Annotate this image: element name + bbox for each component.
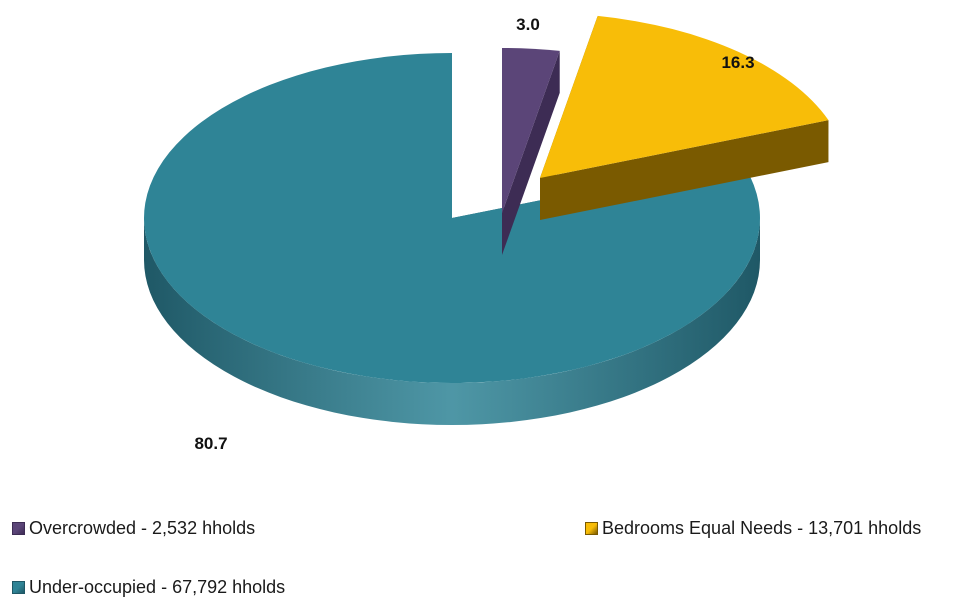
pie-slice-top-under-occupied xyxy=(144,53,760,383)
data-label-overcrowded: 3.0 xyxy=(516,15,540,34)
legend-swatch-bedrooms-equal-needs xyxy=(585,522,598,535)
legend-item-overcrowded: Overcrowded - 2,532 hholds xyxy=(12,518,255,539)
legend-label-under-occupied: Under-occupied - 67,792 hholds xyxy=(29,577,286,597)
data-label-bedrooms-equal-needs: 16.3 xyxy=(721,53,754,72)
legend-item-under-occupied: Under-occupied - 67,792 hholds xyxy=(12,577,285,598)
pie-slice-top-bedrooms-equal-needs xyxy=(540,15,829,178)
legend-label-bedrooms-equal-needs: Bedrooms Equal Needs - 13,701 hholds xyxy=(602,518,922,538)
legend-label-overcrowded: Overcrowded - 2,532 hholds xyxy=(29,518,256,538)
pie-slice-overcrowded xyxy=(502,48,560,255)
pie-slice-wall-bedrooms-equal-needs xyxy=(540,120,829,220)
pie-chart: 3.0 16.3 80.7 xyxy=(144,15,829,453)
legend-swatch-overcrowded xyxy=(12,522,25,535)
legend-swatch-under-occupied xyxy=(12,581,25,594)
data-label-under-occupied: 80.7 xyxy=(194,434,227,453)
pie-slice-top-overcrowded xyxy=(502,48,560,213)
pie-slice-wall-overcrowded xyxy=(502,50,560,255)
pie-slice-bedrooms-equal-needs xyxy=(540,15,829,220)
pie-slice-side-under-occupied xyxy=(144,218,760,425)
legend-item-bedrooms-equal-needs: Bedrooms Equal Needs - 13,701 hholds xyxy=(585,518,921,539)
